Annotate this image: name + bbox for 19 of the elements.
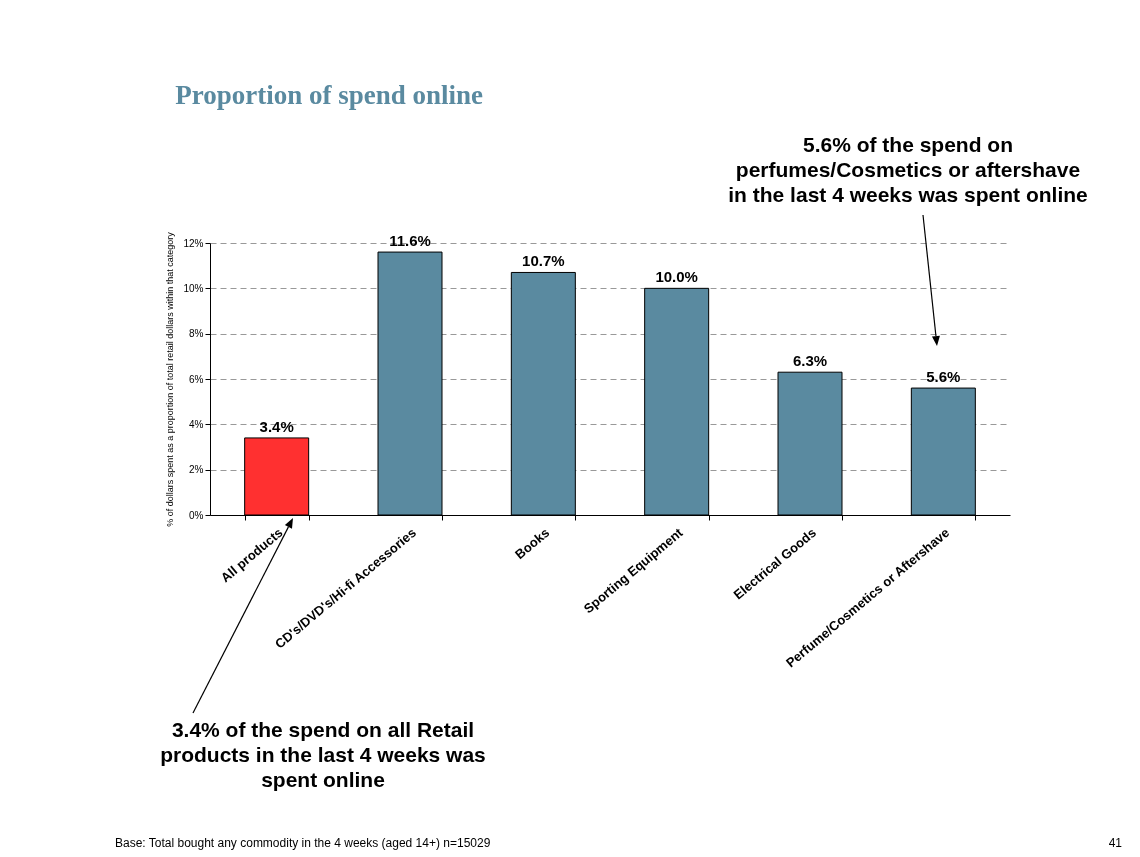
- y-tick-label: 8%: [189, 328, 204, 340]
- y-tick-label: 4%: [189, 418, 204, 430]
- y-axis-title: % of dollars spent as a proportion of total retail dollars within that category: [165, 231, 176, 527]
- data-label: 10.0%: [655, 268, 698, 286]
- data-label: 3.4%: [259, 417, 294, 435]
- data-label: 5.6%: [926, 368, 961, 386]
- y-tick-label: 6%: [189, 373, 204, 385]
- chart-title: Proportion of spend online: [175, 80, 484, 110]
- text: 5.6% of the spend on perfumes/Cosmetics or aftershave in the last 4 weeks was spent online: [728, 133, 1088, 206]
- y-tick-label: 0%: [189, 509, 204, 521]
- y-tick-label: 12%: [183, 237, 204, 249]
- y-tick-label: 2%: [189, 464, 204, 476]
- data-label: 6.3%: [792, 352, 828, 370]
- text: 41: [1108, 836, 1122, 850]
- y-tick-label: 10%: [183, 282, 204, 294]
- text: 3.4% of the spend on all Retail products in the last 4 weeks was spent online: [160, 718, 486, 791]
- data-label: 10.7%: [522, 252, 565, 270]
- text: Base: Total bought any commodity in the 4 weeks (aged 14+) n=15029: [115, 836, 491, 850]
- data-label: 11.6%: [389, 232, 431, 250]
